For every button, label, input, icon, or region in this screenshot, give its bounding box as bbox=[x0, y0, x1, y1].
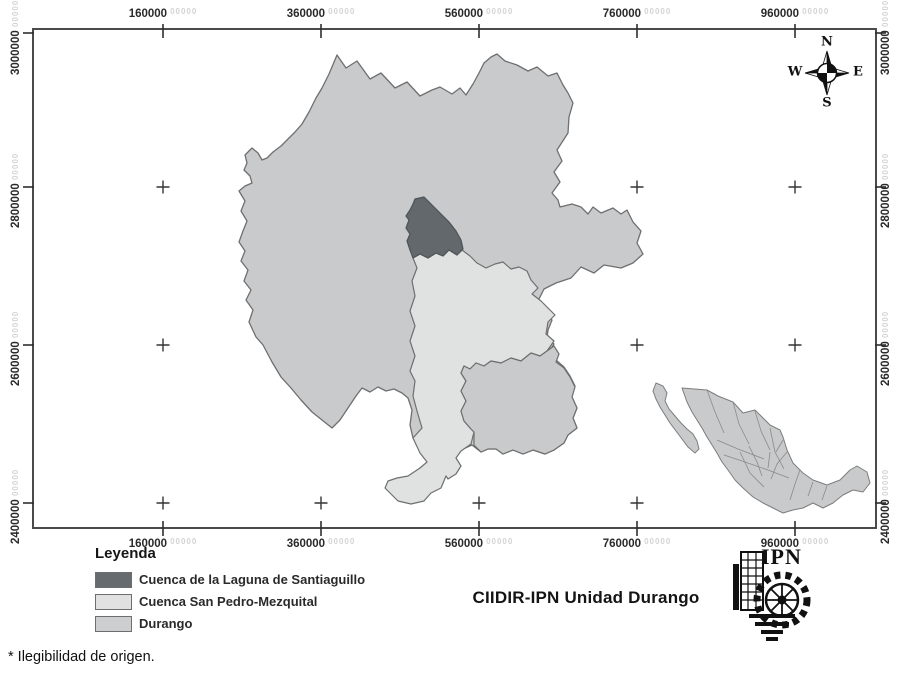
illegible-ghost-text: 00000 bbox=[881, 469, 890, 497]
illegible-ghost-text: 00000 bbox=[11, 0, 20, 28]
x-axis-label-top-value: 560000 bbox=[444, 8, 484, 20]
x-axis-label-top-value: 960000 bbox=[760, 8, 800, 20]
y-axis-label-right: 2600000 00000 bbox=[880, 311, 892, 386]
x-axis-label-bottom: 360000 00000 bbox=[286, 537, 356, 550]
y-axis-label-right: 2800000 00000 bbox=[880, 153, 892, 228]
santiaguillo-basin-shape bbox=[405, 196, 464, 259]
grid-cross bbox=[156, 338, 170, 352]
mexico-state-borders bbox=[706, 389, 828, 501]
legend-item-label: Cuenca de la Laguna de Santiaguillo bbox=[139, 572, 366, 587]
x-axis-label-top: 760000 00000 bbox=[602, 7, 672, 20]
footnote: * Ilegibilidad de origen. bbox=[8, 649, 155, 665]
grid-cross bbox=[156, 496, 170, 510]
illegible-ghost-text: 00000 bbox=[328, 7, 356, 16]
y-axis-label-right: 2400000 00000 bbox=[880, 469, 892, 544]
compass-south-label: S bbox=[822, 95, 832, 111]
y-axis-label-right-value: 2800000 bbox=[880, 183, 892, 229]
x-axis-label-bottom: 760000 00000 bbox=[602, 537, 672, 550]
illegible-ghost-text: 00000 bbox=[802, 537, 830, 546]
grid-cross bbox=[630, 338, 644, 352]
x-axis-label-top: 560000 00000 bbox=[444, 7, 514, 20]
mexico-inset-map bbox=[652, 382, 871, 514]
durango-southeast-shape bbox=[460, 345, 578, 455]
y-axis-label-left: 2800000 00000 bbox=[10, 153, 22, 228]
y-axis-label-right-value: 2600000 bbox=[880, 341, 892, 387]
illegible-ghost-text: 00000 bbox=[881, 311, 890, 339]
compass-rose bbox=[804, 50, 850, 96]
legend-item: Cuenca de la Laguna de Santiaguillo bbox=[95, 571, 365, 588]
legend-title: Leyenda bbox=[95, 545, 156, 562]
x-axis-label-top-value: 360000 bbox=[286, 8, 326, 20]
grid-cross bbox=[788, 180, 802, 194]
illegible-ghost-text: 00000 bbox=[644, 537, 672, 546]
mexico-mainland-shape bbox=[681, 387, 871, 514]
illegible-ghost-text: 00000 bbox=[802, 7, 830, 16]
x-axis-label-bottom: 160000 00000 bbox=[128, 537, 198, 550]
x-axis-label-top: 360000 00000 bbox=[286, 7, 356, 20]
ipn-logo: IPN bbox=[733, 544, 811, 641]
legend: Leyenda Cuenca de la Laguna de Santiagui… bbox=[95, 545, 365, 637]
x-axis-label-bottom: 560000 00000 bbox=[444, 537, 514, 550]
illegible-ghost-text: 00000 bbox=[881, 153, 890, 181]
illegible-ghost-text: 00000 bbox=[881, 0, 890, 28]
grid-cross bbox=[156, 180, 170, 194]
illegible-ghost-text: 00000 bbox=[11, 153, 20, 181]
illegible-ghost-text: 00000 bbox=[11, 469, 20, 497]
compass-north-label: N bbox=[821, 34, 833, 50]
compass-west-label: W bbox=[787, 64, 803, 80]
y-axis-label-left-value: 2600000 bbox=[10, 341, 22, 387]
grid-cross bbox=[788, 338, 802, 352]
illegible-ghost-text: 00000 bbox=[644, 7, 672, 16]
illegible-ghost-text: 00000 bbox=[486, 7, 514, 16]
illegible-ghost-text: 00000 bbox=[328, 537, 356, 546]
legend-item-label: Durango bbox=[139, 616, 193, 631]
legend-swatch-durango bbox=[95, 615, 132, 632]
x-axis-label-top-value: 760000 bbox=[602, 8, 642, 20]
y-axis-label-left: 2600000 00000 bbox=[10, 311, 22, 386]
grid-cross bbox=[630, 496, 644, 510]
legend-item: Durango bbox=[95, 615, 365, 632]
x-axis-label-bottom-value: 160000 bbox=[128, 538, 168, 550]
illegible-ghost-text: 00000 bbox=[11, 311, 20, 339]
y-axis-label-left-value: 3000000 bbox=[10, 30, 22, 76]
legend-item-label: Cuenca San Pedro-Mezquital bbox=[139, 594, 318, 609]
legend-swatch-mezquital bbox=[95, 593, 132, 610]
map-frame bbox=[32, 28, 877, 529]
y-axis-label-left-value: 2400000 bbox=[10, 499, 22, 545]
ipn-logo-text: IPN bbox=[761, 544, 802, 569]
grid-cross bbox=[472, 496, 486, 510]
y-axis-label-left-value: 2800000 bbox=[10, 183, 22, 229]
legend-item: Cuenca San Pedro-Mezquital bbox=[95, 593, 365, 610]
baja-california-shape bbox=[652, 382, 700, 454]
x-axis-label-bottom-value: 560000 bbox=[444, 538, 484, 550]
x-axis-label-bottom-value: 760000 bbox=[602, 538, 642, 550]
legend-swatch-santiaguillo bbox=[95, 571, 132, 588]
x-axis-label-bottom-value: 960000 bbox=[760, 538, 800, 550]
illegible-ghost-text: 00000 bbox=[170, 7, 198, 16]
x-axis-label-top: 160000 00000 bbox=[128, 7, 198, 20]
credit-text: CIIDIR-IPN Unidad Durango bbox=[472, 588, 700, 607]
y-axis-label-left: 2400000 00000 bbox=[10, 469, 22, 544]
illegible-ghost-text: 00000 bbox=[170, 537, 198, 546]
x-axis-label-top: 960000 00000 bbox=[760, 7, 830, 20]
grid-cross bbox=[314, 496, 328, 510]
illegible-ghost-text: 00000 bbox=[486, 537, 514, 546]
x-axis-label-bottom: 960000 00000 bbox=[760, 537, 830, 550]
y-axis-label-right-value: 3000000 bbox=[880, 30, 892, 76]
grid-cross bbox=[630, 180, 644, 194]
x-axis-label-bottom-value: 360000 bbox=[286, 538, 326, 550]
x-axis-label-top-value: 160000 bbox=[128, 8, 168, 20]
y-axis-label-right-value: 2400000 bbox=[880, 499, 892, 545]
compass-east-label: E bbox=[853, 64, 863, 80]
y-axis-label-right: 3000000 00000 bbox=[880, 0, 892, 75]
y-axis-label-left: 3000000 00000 bbox=[10, 0, 22, 75]
